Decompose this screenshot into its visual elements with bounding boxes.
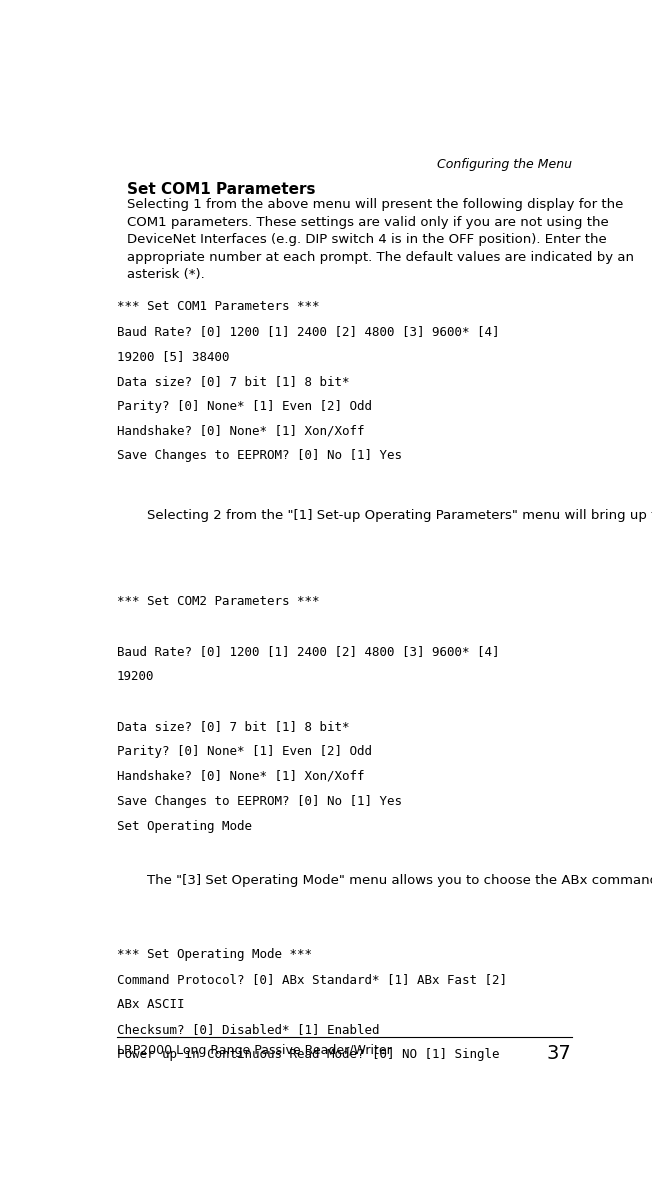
Text: ABx ASCII: ABx ASCII <box>117 998 185 1011</box>
Text: Data size? [0] 7 bit [1] 8 bit*: Data size? [0] 7 bit [1] 8 bit* <box>117 719 349 733</box>
Text: Selecting 2 from the "[1] Set-up Operating Parameters" menu will bring up the fo: Selecting 2 from the "[1] Set-up Operati… <box>147 510 652 523</box>
Text: Parity? [0] None* [1] Even [2] Odd: Parity? [0] None* [1] Even [2] Odd <box>117 745 372 758</box>
Text: Configuring the Menu: Configuring the Menu <box>437 158 572 170</box>
Text: 37: 37 <box>547 1044 572 1064</box>
Text: Command Protocol? [0] ABx Standard* [1] ABx Fast [2]: Command Protocol? [0] ABx Standard* [1] … <box>117 972 507 986</box>
Text: The "[3] Set Operating Mode" menu allows you to choose the ABx command protocol : The "[3] Set Operating Mode" menu allows… <box>147 874 652 887</box>
Text: Save Changes to EEPROM? [0] No [1] Yes: Save Changes to EEPROM? [0] No [1] Yes <box>117 795 402 808</box>
Text: Power up in Continuous Read Mode? [0] NO [1] Single: Power up in Continuous Read Mode? [0] NO… <box>117 1048 499 1061</box>
Text: Selecting 1 from the above menu will present the following display for the COM1 : Selecting 1 from the above menu will pre… <box>127 198 634 282</box>
Text: Save Changes to EEPROM? [0] No [1] Yes: Save Changes to EEPROM? [0] No [1] Yes <box>117 450 402 463</box>
Text: Baud Rate? [0] 1200 [1] 2400 [2] 4800 [3] 9600* [4]: Baud Rate? [0] 1200 [1] 2400 [2] 4800 [3… <box>117 645 499 658</box>
Text: Set COM1 Parameters: Set COM1 Parameters <box>127 182 316 197</box>
Text: Handshake? [0] None* [1] Xon/Xoff: Handshake? [0] None* [1] Xon/Xoff <box>117 424 364 438</box>
Text: 19200: 19200 <box>117 670 155 683</box>
Text: LRP2000 Long Range Passive Reader/Writer: LRP2000 Long Range Passive Reader/Writer <box>117 1044 392 1058</box>
Text: Set Operating Mode: Set Operating Mode <box>117 820 252 832</box>
Text: Checksum? [0] Disabled* [1] Enabled: Checksum? [0] Disabled* [1] Enabled <box>117 1023 379 1036</box>
Text: Handshake? [0] None* [1] Xon/Xoff: Handshake? [0] None* [1] Xon/Xoff <box>117 770 364 783</box>
Text: 19200 [5] 38400: 19200 [5] 38400 <box>117 350 230 363</box>
Text: *** Set Operating Mode ***: *** Set Operating Mode *** <box>117 948 312 962</box>
Text: Baud Rate? [0] 1200 [1] 2400 [2] 4800 [3] 9600* [4]: Baud Rate? [0] 1200 [1] 2400 [2] 4800 [3… <box>117 325 499 338</box>
Text: Parity? [0] None* [1] Even [2] Odd: Parity? [0] None* [1] Even [2] Odd <box>117 399 372 412</box>
Text: Data size? [0] 7 bit [1] 8 bit*: Data size? [0] 7 bit [1] 8 bit* <box>117 374 349 387</box>
Text: *** Set COM1 Parameters ***: *** Set COM1 Parameters *** <box>117 300 319 313</box>
Text: *** Set COM2 Parameters ***: *** Set COM2 Parameters *** <box>117 596 319 608</box>
